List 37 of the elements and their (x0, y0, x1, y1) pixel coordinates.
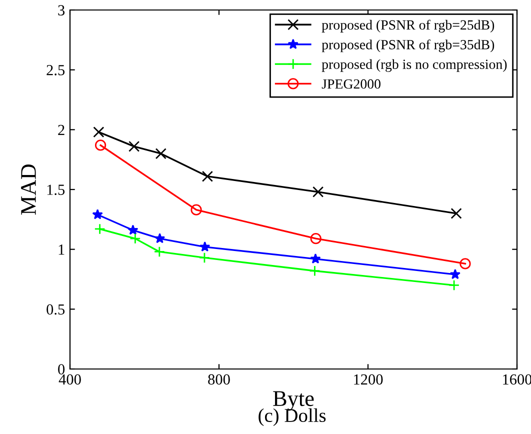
x-tick-label: 800 (208, 374, 230, 385)
point (312, 186, 324, 198)
legend-label: JPEG2000 (322, 79, 380, 89)
y-tick-label: 0.5 (46, 304, 65, 315)
point (309, 265, 320, 276)
point (460, 258, 471, 270)
point (130, 233, 141, 244)
point (190, 204, 202, 216)
point (155, 148, 166, 160)
point (200, 241, 210, 252)
y-tick-label: 2.5 (46, 65, 65, 76)
legend-label: proposed (PSNR of rgb=35dB) (322, 39, 494, 52)
x-tick-label: 1200 (354, 374, 383, 385)
point (154, 246, 165, 258)
y-tick-label: 2 (58, 124, 64, 135)
y-tick-label: 1 (58, 244, 64, 255)
y-tick-label: 1.5 (47, 184, 65, 196)
point (93, 126, 104, 138)
point (310, 253, 321, 264)
y-tick-label: 3 (58, 5, 65, 16)
legend-label: proposed (PSNR of rgb=25dB) (322, 20, 494, 32)
point (128, 140, 140, 152)
x-tick-label: 400 (58, 374, 81, 385)
point (450, 268, 460, 280)
point (198, 252, 210, 264)
legend-label: proposed (rgb is no compression) (322, 59, 507, 72)
point (154, 233, 166, 244)
y-axis-title: MAD (21, 164, 36, 215)
point (202, 170, 214, 182)
y-tick-label: 0 (58, 364, 65, 374)
point (94, 223, 106, 235)
point (128, 224, 138, 235)
point (450, 208, 462, 219)
point (448, 280, 460, 291)
point (94, 140, 106, 151)
point (92, 209, 103, 220)
point (310, 233, 322, 244)
